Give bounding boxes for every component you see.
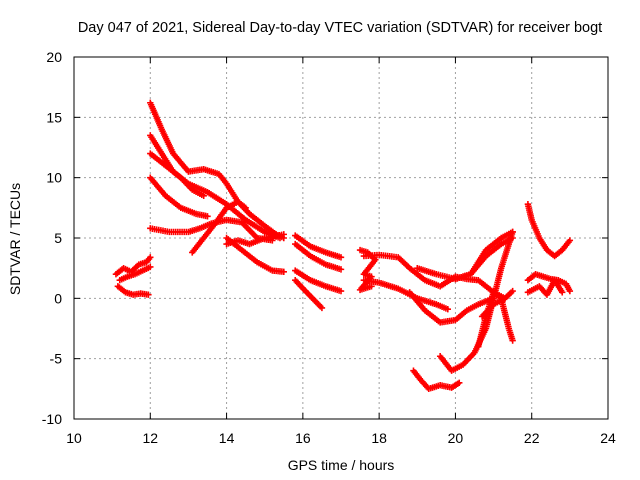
y-tick-labels: -10 -5 0 5 10 15 20 xyxy=(42,49,62,427)
x-tick-labels: 10 12 14 16 18 20 22 24 xyxy=(66,430,616,446)
series-trace-a xyxy=(114,283,152,298)
data-point xyxy=(337,254,345,261)
data-point xyxy=(337,287,345,295)
series-trace-ab xyxy=(524,277,566,298)
data-point xyxy=(200,192,207,199)
series-trace-i xyxy=(189,198,249,256)
data-point xyxy=(269,237,276,244)
series-trace-n xyxy=(292,267,345,295)
data-point xyxy=(509,234,516,242)
data-point xyxy=(444,305,451,313)
x-tick-label: 18 xyxy=(371,430,387,446)
data-point xyxy=(204,213,211,220)
data-points xyxy=(112,99,574,393)
y-tick-label: 15 xyxy=(46,109,62,125)
series-trace-o xyxy=(292,277,326,312)
series-trace-s xyxy=(406,289,497,326)
series-trace-r xyxy=(360,277,451,313)
data-point xyxy=(147,263,154,271)
series-trace-t xyxy=(410,367,463,393)
data-point xyxy=(337,266,345,273)
series-trace-aa xyxy=(524,271,574,295)
series-trace-f xyxy=(147,150,207,199)
data-point xyxy=(318,304,326,312)
series-trace-k xyxy=(223,234,287,275)
data-point xyxy=(566,237,574,244)
data-point xyxy=(147,254,154,261)
series-trace-v xyxy=(414,234,516,283)
series-trace-w xyxy=(452,228,516,283)
x-tick-label: 24 xyxy=(600,430,616,446)
y-tick-label: 10 xyxy=(46,170,62,186)
series-trace-j xyxy=(223,231,287,248)
series-trace-u xyxy=(436,228,516,374)
y-tick-label: 0 xyxy=(54,290,62,306)
data-point xyxy=(242,204,249,212)
data-point xyxy=(566,287,574,295)
x-tick-label: 14 xyxy=(219,430,235,446)
data-point xyxy=(509,337,516,344)
data-point xyxy=(280,231,287,238)
data-point xyxy=(509,287,516,295)
series-trace-b xyxy=(112,254,154,278)
series-trace-g xyxy=(147,174,211,220)
y-axis-label: SDTVAR / TECUs xyxy=(7,183,23,295)
y-tick-label: 5 xyxy=(54,230,62,246)
x-axis-label: GPS time / hours xyxy=(288,457,395,473)
series-trace-l xyxy=(292,232,345,261)
data-point xyxy=(509,228,516,236)
x-tick-label: 22 xyxy=(524,430,540,446)
chart-title: Day 047 of 2021, Sidereal Day-to-day VTE… xyxy=(78,20,602,36)
series-trace-y xyxy=(478,287,516,320)
y-tick-label: -5 xyxy=(50,351,63,367)
axes xyxy=(73,56,609,420)
x-tick-label: 16 xyxy=(295,430,311,446)
data-point xyxy=(456,379,463,386)
data-point xyxy=(559,289,566,296)
x-tick-label: 10 xyxy=(66,430,82,446)
series-trace-z xyxy=(524,201,574,260)
x-tick-label: 12 xyxy=(142,430,158,446)
series-trace-m xyxy=(292,240,345,273)
y-tick-label: 20 xyxy=(46,49,62,65)
series-trace-c xyxy=(116,263,154,284)
grid-lines xyxy=(74,57,608,419)
data-point xyxy=(280,268,287,275)
plot-frame xyxy=(73,56,609,420)
data-point xyxy=(145,291,152,298)
x-tick-label: 20 xyxy=(448,430,464,446)
y-tick-label: -10 xyxy=(42,411,62,427)
series-trace-d xyxy=(147,99,287,242)
